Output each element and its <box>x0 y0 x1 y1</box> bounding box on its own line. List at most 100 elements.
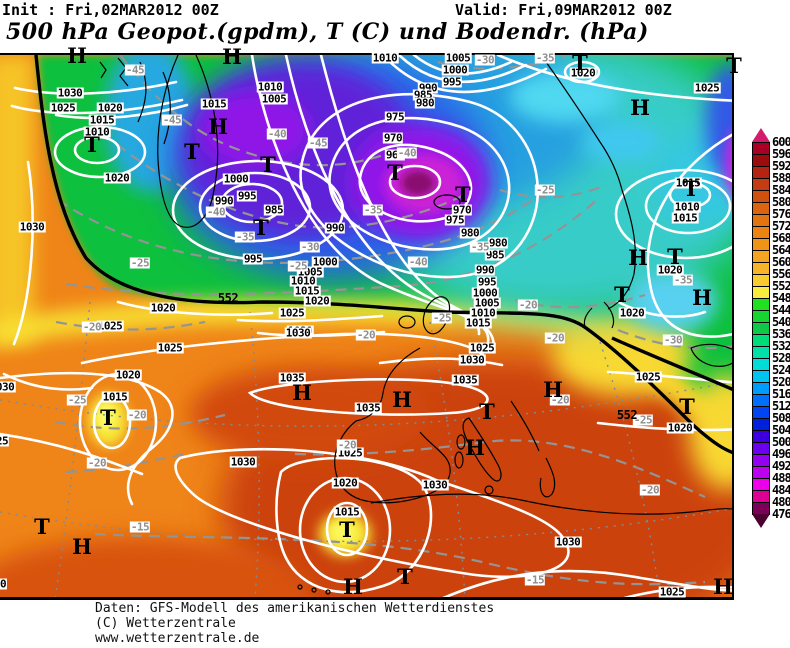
colorbar-cell <box>753 178 769 190</box>
isobar-label: 995 <box>476 275 498 289</box>
temperature-label: -20 <box>517 298 539 312</box>
isobar-label: 980 <box>414 96 436 110</box>
pressure-center-letter: T <box>260 152 276 177</box>
colorbar-cell <box>753 454 769 466</box>
pressure-center-letter: T <box>34 514 50 539</box>
pressure-center-letter: T <box>184 139 200 164</box>
colorbar-cell <box>753 250 769 262</box>
isobar-label: 1020 <box>656 263 684 277</box>
colorbar-tick-label: 568 <box>772 231 790 245</box>
isobar-label: 1015 <box>333 505 361 519</box>
colorbar-cell <box>753 274 769 286</box>
pressure-center-letter: H <box>222 44 242 69</box>
pressure-center-letter: T <box>84 132 100 157</box>
latlon-grid <box>0 301 732 597</box>
temperature-label: -20 <box>126 408 148 422</box>
temperature-label: -20 <box>544 331 566 345</box>
temperature-label: -45 <box>124 63 146 77</box>
colorbar-cell <box>753 406 769 418</box>
temperature-label: -25 <box>431 311 453 325</box>
temperature-label: -35 <box>234 230 256 244</box>
pressure-center-letter: H <box>543 377 563 402</box>
isobar-label: 0 <box>0 577 8 591</box>
isobar-label: 1030 <box>0 381 16 393</box>
temperature-label: -40 <box>407 255 429 269</box>
colorbar-tick-label: 480 <box>772 495 790 509</box>
contour-552 <box>34 55 732 455</box>
isobar-label: 1015 <box>101 390 129 404</box>
colorbar-tick-label: 484 <box>772 483 790 497</box>
isobar-label: 1020 <box>303 294 331 308</box>
colorbar-tick-label: 544 <box>772 303 790 317</box>
colorbar-cell <box>753 190 769 202</box>
pressure-center-letter: T <box>679 394 695 419</box>
temperature-label: -35 <box>672 273 694 287</box>
isobar-label: 1010 <box>371 51 399 65</box>
temperature-label: -40 <box>266 127 288 141</box>
isobar-label: 1030 <box>421 478 449 492</box>
temperature-label: -25 <box>632 413 654 427</box>
colorbar-tick-label: 492 <box>772 459 790 473</box>
colorbar-tick-label: 548 <box>772 291 790 305</box>
temperature-label: -30 <box>474 53 496 67</box>
colorbar-tick-label: 540 <box>772 315 790 329</box>
pressure-center-letter: H <box>713 574 733 599</box>
colorbar-cell <box>753 478 769 490</box>
isobar-label: 1030 <box>458 353 486 367</box>
pressure-center-letter: H <box>692 285 712 310</box>
valid-time-label: Valid: Fri,09MAR2012 00Z <box>455 1 672 19</box>
isobar-label: 1000 <box>311 255 339 269</box>
temperature-label: -20 <box>86 456 108 470</box>
pressure-center-letter: T <box>253 215 269 240</box>
colorbar-tick-label: 524 <box>772 363 790 377</box>
colorbar-cell <box>753 310 769 322</box>
isobar-label: 1010 <box>256 80 284 94</box>
isobar-label: 1035 <box>278 371 306 385</box>
pressure-center-letter: H <box>67 43 87 68</box>
isobar-label: 965 <box>384 148 406 162</box>
colorbar-tick-label: 504 <box>772 423 790 437</box>
colorbar-cell <box>753 166 769 178</box>
isobar-label: 985 <box>412 88 434 102</box>
temperature-label: -20 <box>549 393 571 407</box>
isobar-label: 1010 <box>83 125 111 139</box>
colorbar-arrow-down-icon <box>752 514 770 528</box>
isobar-label: 1010 <box>469 306 497 320</box>
colorbar-tick-label: 576 <box>772 207 790 221</box>
isobar-label: 1025 <box>658 585 686 599</box>
colorbar-cell <box>753 238 769 250</box>
pressure-center-letter: T <box>667 244 683 269</box>
isobar-label: 1005 <box>473 296 501 310</box>
colorbar-cell <box>753 142 769 154</box>
pressure-center-letter: H <box>630 95 650 120</box>
colorbar-cell <box>753 418 769 430</box>
geopotential-552-label: 552 <box>616 408 638 422</box>
isobar-label: 1030 <box>18 220 46 234</box>
geopotential-colorbar: 600 596 592 588 584 580 576 572 568 564 560 556 552 5… <box>752 128 790 530</box>
pressure-center-letter: T <box>614 282 630 307</box>
colorbar-cell <box>753 154 769 166</box>
colorbar-tick-label: 488 <box>772 471 790 485</box>
isobar-label: 1015 <box>674 176 702 190</box>
temperature-label: -20 <box>81 320 103 334</box>
coastlines <box>99 55 732 595</box>
pressure-center-letter: H <box>72 534 92 559</box>
colorbar-cell <box>753 490 769 502</box>
pressure-center-letter: T <box>387 160 403 185</box>
pressure-center-letter: H <box>465 435 485 460</box>
colorbar-tick-label: 520 <box>772 375 790 389</box>
colorbar-cell <box>753 322 769 334</box>
isobar-label: 1025 <box>634 370 662 384</box>
pressure-center-letter: T <box>683 176 699 201</box>
colorbar-tick-label: 476 <box>772 507 790 521</box>
isobar-label: 1020 <box>114 368 142 382</box>
colorbar-tick-label: 552 <box>772 279 790 293</box>
isobar-label: 970 <box>451 203 473 217</box>
temperature-label: -40 <box>396 146 418 160</box>
colorbar-tick-label: 508 <box>772 411 790 425</box>
isobar-label: 970 <box>382 131 404 145</box>
isobar-label: 1015 <box>464 316 492 330</box>
isobar-label: 1025 <box>49 101 77 115</box>
isobar-label: 995 <box>441 75 463 89</box>
temperature-label: -25 <box>66 393 88 407</box>
